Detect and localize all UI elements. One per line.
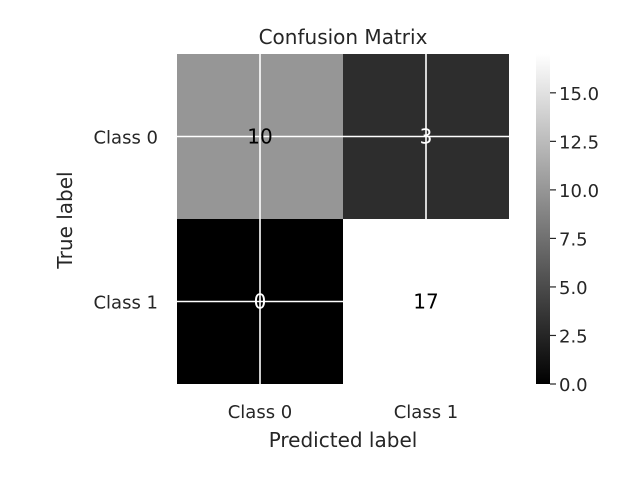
x-tick-label: Class 1 bbox=[394, 402, 459, 423]
chart-title: Confusion Matrix bbox=[259, 25, 428, 49]
cell-value-label-0-1: 3 bbox=[420, 125, 433, 149]
colorbar-tick-label: 10.0 bbox=[559, 181, 599, 202]
heatmap-cells bbox=[177, 54, 509, 384]
y-axis-label: True label bbox=[53, 171, 77, 269]
heatmap-gridlines bbox=[177, 54, 509, 384]
y-tick-label: Class 0 bbox=[93, 128, 158, 149]
colorbar-tick-label: 0.0 bbox=[559, 375, 588, 396]
cell-value-label-0-0: 10 bbox=[247, 125, 272, 149]
cell-value-label-1-1: 17 bbox=[413, 290, 438, 314]
y-tick-label: Class 1 bbox=[93, 293, 158, 314]
cell-value-label-1-0: 0 bbox=[254, 290, 267, 314]
colorbar-ticks: 0.0 2.5 5.0 7.5 10.0 12.5 15.0 bbox=[550, 84, 599, 396]
colorbar-tick-label: 2.5 bbox=[559, 326, 588, 347]
colorbar-gradient bbox=[536, 54, 550, 384]
y-axis-tick-labels: Class 0 Class 1 bbox=[93, 128, 158, 314]
colorbar: 0.0 2.5 5.0 7.5 10.0 12.5 15.0 bbox=[536, 54, 599, 396]
colorbar-tick-label: 7.5 bbox=[559, 229, 588, 250]
colorbar-tick-label: 12.5 bbox=[559, 132, 599, 153]
x-axis-label: Predicted label bbox=[269, 428, 418, 452]
cell-value-labels: 10 3 0 17 bbox=[247, 125, 438, 314]
colorbar-tick-label: 15.0 bbox=[559, 84, 599, 105]
x-tick-label: Class 0 bbox=[228, 402, 293, 423]
colorbar-tick-label: 5.0 bbox=[559, 278, 588, 299]
x-axis-tick-labels: Class 0 Class 1 bbox=[228, 402, 459, 423]
